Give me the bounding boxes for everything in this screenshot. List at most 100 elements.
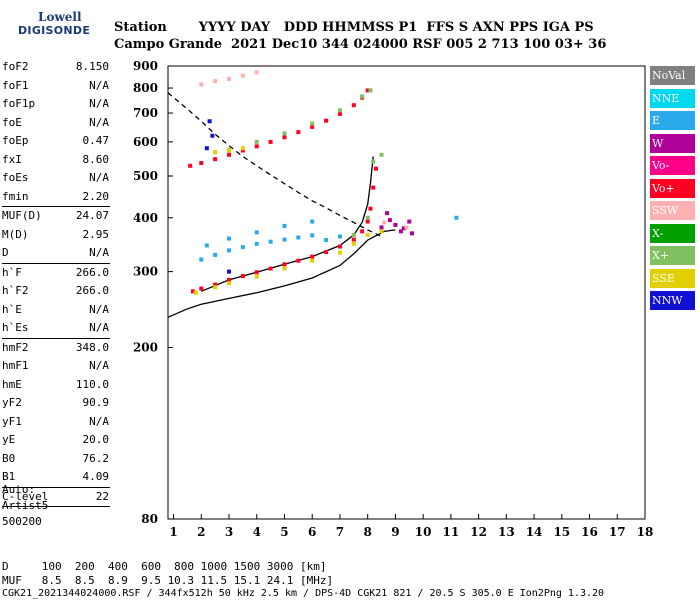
param-name: foF2 [2,60,29,73]
profile-curve [167,229,396,318]
param-name: MUF(D) [2,209,42,222]
data-point-e [227,248,232,253]
footer-file-info: CGK21_2021344024000.RSF / 344fx512h 50 k… [2,588,605,599]
data-point-vo [360,229,365,234]
param-row: foF1p N/A [2,95,110,114]
x-tick-label: 1 [169,525,177,539]
param-value: N/A [89,171,109,184]
profile-curve [167,92,382,238]
data-point-vo [296,258,301,263]
data-point-e [199,257,204,262]
param-separator [2,486,110,488]
legend-item: NNW [650,291,695,310]
data-point-vo [227,277,232,282]
y-tick-label: 400 [133,211,158,225]
data-point-ssw [227,76,232,81]
data-point-sse [282,266,287,271]
data-point-vo [310,254,315,259]
data-point-e [454,215,459,220]
param-row: hmF1 N/A [2,357,110,376]
param-name: hmF1 [2,359,29,372]
data-point-sse [193,290,198,295]
y-tick-label: 200 [133,341,158,355]
data-point-w [387,218,392,223]
footer-muf-row: MUF 8.5 8.5 8.9 9.5 10.3 11.5 15.1 24.1 … [2,574,334,587]
data-point-x [365,215,370,220]
param-value: 266.0 [75,265,109,279]
data-point-vo [324,250,329,255]
data-point-vo [254,270,259,275]
param-value: 2.95 [82,227,110,241]
data-point-e [227,236,232,241]
param-name: foEp [2,134,29,147]
data-point-x [360,94,365,99]
param-value: 2.20 [82,189,110,203]
data-point-nnw [204,146,209,151]
data-point-vo [337,111,342,116]
param-row: fxI 8.60 [2,151,110,170]
param-name: h`E [2,302,22,316]
param-row: MUF(D) 24.07 [2,207,110,226]
param-value: 76.2 [82,451,110,465]
logo-line2: DIGISONDE [18,24,91,37]
x-tick-label: 17 [609,525,626,539]
x-tick-label: 8 [363,525,371,539]
data-point-w [407,219,412,224]
param-row: h`F2 266.0 [2,282,110,301]
param-row: B1 4.09 [2,468,110,487]
data-point-w [398,229,403,234]
x-tick-label: 4 [253,525,261,539]
data-point-sse [213,285,218,290]
data-point-sse [254,274,259,279]
param-name: foF1 [2,78,29,92]
y-tick-label: 600 [133,135,158,149]
x-tick-label: 18 [637,525,654,539]
data-point-e [204,243,209,248]
param-row: fmin 2.20 [2,188,110,207]
param-value: N/A [89,302,109,316]
param-value: N/A [89,414,109,428]
param-separator [2,337,110,339]
data-point-vo [373,166,378,171]
legend-item: NoVal [650,66,695,85]
data-point-vo [227,152,232,157]
param-row: yF1 N/A [2,413,110,432]
data-point-vo [268,266,273,271]
param-row: hmF2 348.0 [2,339,110,358]
data-point-vo [240,274,245,279]
param-name: foF1p [2,97,36,110]
data-point-e [310,219,315,224]
legend-item: NNE [650,88,695,108]
data-point-x [379,152,384,157]
param-row: h`F 266.0 [2,264,110,283]
data-point-ssw [213,79,218,84]
data-point-sse [310,258,315,263]
data-point-nnw [227,269,232,274]
plot-frame [167,65,646,520]
legend-item: W [650,133,695,153]
param-name: h`Es [2,321,29,334]
param-name: hmF2 [2,340,29,354]
param-row: yE 20.0 [2,431,110,450]
param-row: foF2 8.150 [2,58,110,77]
x-tick-label: 15 [553,525,570,539]
x-tick-label: 12 [470,525,487,539]
param-value: 22 [95,489,109,503]
param-value: 90.9 [82,396,110,409]
legend-item: X+ [650,246,695,265]
data-point-vo [365,88,370,93]
auto-label: Auto: [2,483,36,496]
data-point-vo [296,130,301,135]
param-separator [2,206,110,207]
param-row: h`E N/A [2,301,110,320]
data-point-w [393,222,398,227]
data-point-vo [199,286,204,291]
param-row: yF2 90.9 [2,394,110,413]
header-row-1: Station YYYY DAY DDD HHMMSS P1 FFS S AXN… [114,20,594,35]
x-tick-label: 10 [415,525,432,539]
param-value: 110.0 [75,377,109,391]
data-point-vo [282,135,287,140]
param-row: D N/A [2,244,110,263]
data-point-x [282,131,287,136]
data-point-sse [351,241,356,246]
